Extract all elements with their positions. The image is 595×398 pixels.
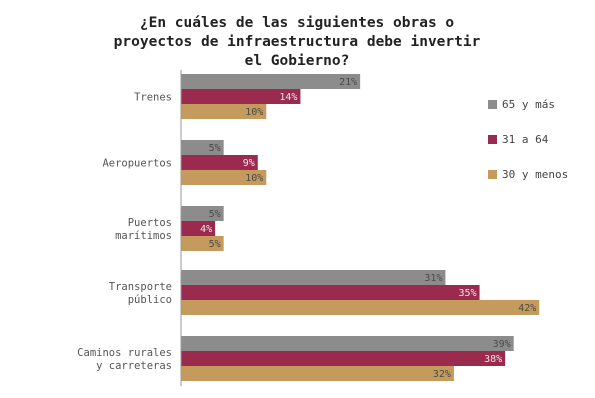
data-label: 4% bbox=[200, 224, 212, 235]
bar bbox=[181, 336, 514, 351]
bar bbox=[181, 89, 301, 104]
data-label: 5% bbox=[209, 143, 221, 154]
legend: 65 y más 31 a 64 30 y menos bbox=[488, 98, 568, 181]
bar bbox=[181, 270, 446, 285]
bar bbox=[181, 221, 216, 236]
legend-swatch bbox=[488, 170, 497, 179]
category-label: Trenes bbox=[134, 92, 172, 104]
bar bbox=[181, 300, 540, 315]
data-label: 38% bbox=[484, 354, 502, 365]
category-label: marítimos bbox=[115, 230, 172, 242]
legend-label: 31 a 64 bbox=[502, 133, 549, 146]
bar bbox=[181, 140, 224, 155]
data-label: 10% bbox=[245, 107, 263, 118]
chart-title-line: proyectos de infraestructura debe invert… bbox=[114, 34, 481, 50]
data-label: 35% bbox=[458, 288, 476, 299]
legend-swatch bbox=[488, 100, 497, 109]
category-label: público bbox=[128, 294, 172, 306]
legend-label: 65 y más bbox=[502, 98, 555, 111]
bar bbox=[181, 74, 361, 89]
data-label: 21% bbox=[339, 77, 357, 88]
bar bbox=[181, 351, 506, 366]
category-label: Caminos rurales bbox=[77, 347, 172, 359]
category-label: Transporte bbox=[109, 281, 172, 293]
data-label: 42% bbox=[518, 303, 536, 314]
chart-title: ¿En cuáles de las siguientes obras o proy… bbox=[114, 15, 481, 69]
bar-series: 21% 14% 10% 5% 9% 10% 5% 4% 5% 31% 35% 42% 39% 38% 32% bbox=[181, 74, 540, 381]
chart-title-line: ¿En cuáles de las siguientes obras o bbox=[140, 15, 455, 31]
data-label: 32% bbox=[433, 369, 451, 380]
data-label: 5% bbox=[209, 209, 221, 220]
legend-swatch bbox=[488, 135, 497, 144]
bar bbox=[181, 285, 480, 300]
data-label: 14% bbox=[279, 92, 297, 103]
bar bbox=[181, 366, 454, 381]
legend-label: 30 y menos bbox=[502, 168, 568, 181]
chart-title-line: el Gobierno? bbox=[245, 53, 350, 69]
data-label: 5% bbox=[209, 239, 221, 250]
bar bbox=[181, 104, 267, 119]
category-label: y carreteras bbox=[96, 360, 172, 372]
category-label: Puertos bbox=[128, 217, 172, 229]
bar bbox=[181, 236, 224, 251]
data-label: 31% bbox=[424, 273, 442, 284]
data-label: 9% bbox=[243, 158, 255, 169]
bar bbox=[181, 206, 224, 221]
category-label: Aeropuertos bbox=[102, 158, 172, 170]
data-label: 39% bbox=[493, 339, 511, 350]
bar bbox=[181, 155, 258, 170]
data-label: 10% bbox=[245, 173, 263, 184]
bar bbox=[181, 170, 267, 185]
